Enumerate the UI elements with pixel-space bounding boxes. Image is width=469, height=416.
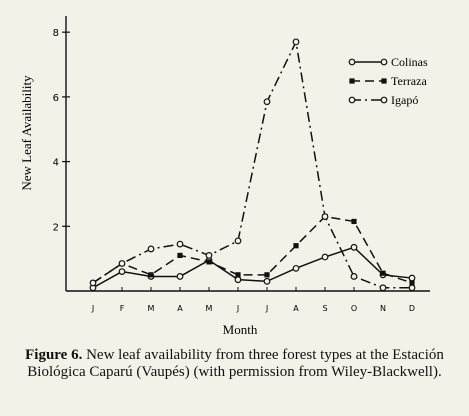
axes: 2 4 6 8 J F M A M J J A S O N D (53, 16, 430, 313)
legend-label: Igapó (391, 93, 418, 107)
caption-text: New leaf availability from three forest … (27, 347, 444, 380)
legend-item-terraza: Terraza (349, 74, 427, 88)
x-tick-label: M (148, 304, 155, 313)
igap-point (350, 273, 358, 280)
terraza-point (380, 270, 386, 276)
igap-point (234, 237, 242, 245)
legend-colinas-point (380, 58, 388, 66)
chart: 2 4 6 8 J F M A M J J A S O N D Colinas Terraza Igapó Mon… (19, 16, 430, 337)
x-tick-label: O (351, 304, 357, 313)
legend-igap-point (380, 96, 388, 104)
series-line-terraza (92, 215, 413, 284)
x-tick-label: J (265, 304, 268, 313)
igap-point (321, 213, 329, 220)
x-tick-label: S (322, 304, 327, 313)
legend-colinas-point (348, 58, 356, 66)
y-axis-label: New Leaf Availability (19, 75, 34, 191)
legend-igap-point (348, 96, 356, 104)
terraza-point (235, 272, 241, 278)
legend: Colinas Terraza Igapó (348, 55, 428, 107)
colinas-point (350, 243, 358, 251)
x-tick-label: A (293, 304, 299, 313)
terraza-point (293, 243, 299, 249)
igap-point (408, 284, 416, 292)
legend-label: Terraza (391, 74, 427, 88)
igap-point (292, 38, 300, 46)
x-axis-label: Month (223, 322, 258, 337)
terraza-point (206, 259, 212, 265)
terraza-point (351, 218, 357, 225)
colinas-point (118, 268, 126, 275)
igap-point (89, 279, 97, 287)
figure-caption: Figure 6. New leaf availability from thr… (0, 347, 469, 381)
igap-point (263, 98, 271, 106)
colinas-point (234, 276, 242, 284)
x-tick-label: D (409, 304, 415, 313)
series-line-igap (92, 39, 412, 289)
y-tick-label: 2 (53, 222, 59, 233)
colinas-point (321, 253, 329, 261)
legend-item-igap: Igapó (348, 93, 418, 107)
series-terraza (90, 213, 415, 286)
x-tick-label: J (236, 304, 239, 313)
y-tick-label: 4 (53, 158, 59, 169)
igap-point (205, 252, 213, 259)
legend-terraza-point (381, 78, 387, 84)
y-tick-label: 6 (53, 93, 59, 104)
colinas-point (408, 274, 416, 282)
legend-item-colinas: Colinas (348, 55, 428, 69)
igap-point (147, 245, 155, 253)
colinas-point (263, 277, 271, 285)
colinas-point (292, 264, 300, 272)
igap-point (118, 260, 126, 267)
caption-label: Figure 6. (25, 347, 83, 363)
terraza-point (264, 272, 270, 278)
legend-label: Colinas (391, 55, 428, 69)
legend-terraza-point (349, 78, 355, 84)
x-tick-label: A (177, 304, 183, 313)
colinas-point (176, 273, 184, 280)
series-igap (89, 38, 416, 292)
series-colinas (89, 243, 416, 292)
igap-point (379, 284, 387, 292)
terraza-point (148, 272, 154, 278)
series-layer (89, 38, 416, 292)
x-tick-label: J (91, 304, 94, 313)
igap-point (176, 240, 184, 248)
x-tick-label: F (120, 304, 125, 313)
x-tick-label: N (380, 304, 386, 313)
terraza-point (409, 280, 415, 286)
x-tick-label: M (206, 304, 213, 313)
y-tick-label: 8 (53, 28, 59, 39)
terraza-point (177, 252, 183, 259)
series-line-colinas (92, 246, 413, 289)
